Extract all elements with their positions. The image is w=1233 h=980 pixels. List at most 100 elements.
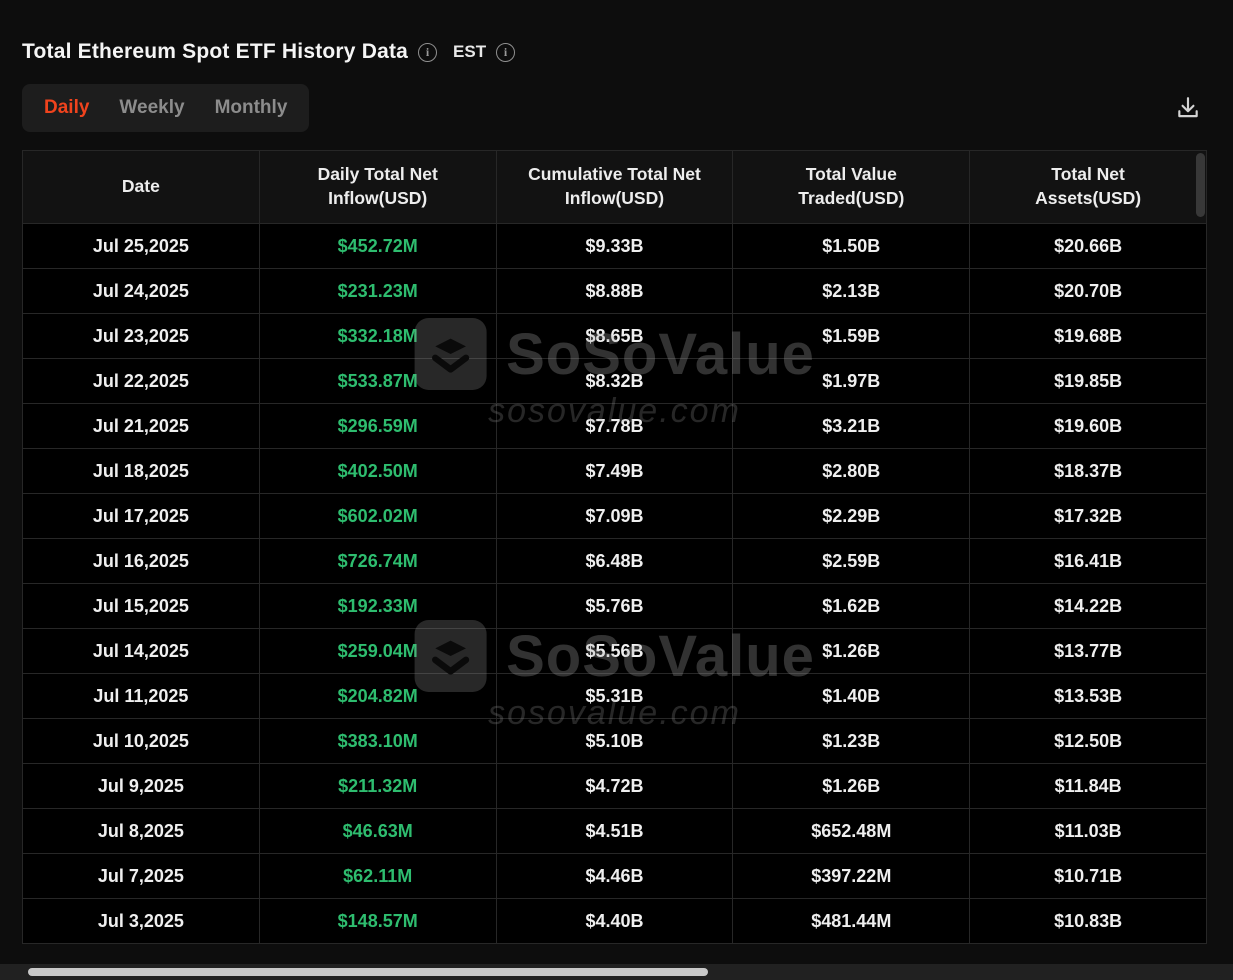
date-cell: Jul 7,2025	[22, 853, 260, 899]
daily-inflow-cell: $602.02M	[258, 493, 497, 539]
daily-inflow-cell: $402.50M	[258, 448, 497, 494]
cumulative-inflow-cell: $9.33B	[495, 223, 734, 269]
value-traded-cell: $1.26B	[732, 628, 971, 674]
date-cell: Jul 17,2025	[22, 493, 260, 539]
cumulative-inflow-cell: $5.56B	[495, 628, 734, 674]
table-row: Jul 25,2025 $452.72M $9.33B $1.50B $20.66B	[22, 223, 1207, 269]
net-assets-cell: $10.71B	[969, 853, 1207, 899]
tab-weekly[interactable]: Weekly	[119, 97, 185, 118]
cumulative-inflow-cell: $4.46B	[495, 853, 734, 899]
net-assets-cell: $11.03B	[969, 808, 1207, 854]
value-traded-cell: $1.40B	[732, 673, 971, 719]
history-table-wrap: Date Daily Total Net Inflow(USD) Cumulat…	[22, 150, 1207, 944]
table-row: Jul 3,2025 $148.57M $4.40B $481.44M $10.83B	[22, 898, 1207, 944]
net-assets-cell: $20.70B	[969, 268, 1207, 314]
date-cell: Jul 3,2025	[22, 898, 260, 944]
download-icon	[1175, 95, 1201, 121]
value-traded-cell: $1.26B	[732, 763, 971, 809]
download-button[interactable]	[1171, 91, 1205, 125]
daily-inflow-cell: $726.74M	[258, 538, 497, 584]
net-assets-cell: $19.85B	[969, 358, 1207, 404]
value-traded-cell: $1.62B	[732, 583, 971, 629]
value-traded-cell: $2.29B	[732, 493, 971, 539]
daily-inflow-cell: $383.10M	[258, 718, 497, 764]
table-row: Jul 7,2025 $62.11M $4.46B $397.22M $10.71B	[22, 853, 1207, 899]
daily-inflow-cell: $259.04M	[258, 628, 497, 674]
cumulative-inflow-cell: $5.76B	[495, 583, 734, 629]
table-row: Jul 16,2025 $726.74M $6.48B $2.59B $16.41B	[22, 538, 1207, 584]
horizontal-scrollbar-thumb[interactable]	[28, 968, 708, 976]
value-traded-cell: $2.13B	[732, 268, 971, 314]
table-row: Jul 21,2025 $296.59M $7.78B $3.21B $19.60B	[22, 403, 1207, 449]
table-row: Jul 15,2025 $192.33M $5.76B $1.62B $14.22B	[22, 583, 1207, 629]
daily-inflow-cell: $46.63M	[258, 808, 497, 854]
header-row: Date Daily Total Net Inflow(USD) Cumulat…	[22, 150, 1207, 224]
cumulative-inflow-cell: $5.10B	[495, 718, 734, 764]
table-row: Jul 17,2025 $602.02M $7.09B $2.29B $17.32B	[22, 493, 1207, 539]
col-header-value-traded: Total Value Traded(USD)	[732, 150, 971, 224]
net-assets-cell: $16.41B	[969, 538, 1207, 584]
tab-daily[interactable]: Daily	[44, 97, 90, 118]
table-row: Jul 8,2025 $46.63M $4.51B $652.48M $11.03B	[22, 808, 1207, 854]
value-traded-cell: $2.59B	[732, 538, 971, 584]
col-header-net-assets: Total Net Assets(USD)	[969, 150, 1207, 224]
daily-inflow-cell: $148.57M	[258, 898, 497, 944]
page-title: Total Ethereum Spot ETF History Data	[22, 40, 409, 63]
date-cell: Jul 22,2025	[22, 358, 260, 404]
tab-monthly[interactable]: Monthly	[214, 97, 288, 118]
value-traded-cell: $3.21B	[732, 403, 971, 449]
date-cell: Jul 11,2025	[22, 673, 260, 719]
value-traded-cell: $652.48M	[732, 808, 971, 854]
table-row: Jul 14,2025 $259.04M $5.56B $1.26B $13.77B	[22, 628, 1207, 674]
date-cell: Jul 9,2025	[22, 763, 260, 809]
net-assets-cell: $19.60B	[969, 403, 1207, 449]
value-traded-cell: $481.44M	[732, 898, 971, 944]
title-info-icon[interactable]: i	[418, 42, 438, 62]
table-row: Jul 23,2025 $332.18M $8.65B $1.59B $19.68B	[22, 313, 1207, 359]
cumulative-inflow-cell: $4.72B	[495, 763, 734, 809]
value-traded-cell: $2.80B	[732, 448, 971, 494]
col-header-cumulative-inflow: Cumulative Total Net Inflow(USD)	[495, 150, 734, 224]
daily-inflow-cell: $231.23M	[258, 268, 497, 314]
net-assets-cell: $13.77B	[969, 628, 1207, 674]
cumulative-inflow-cell: $8.32B	[495, 358, 734, 404]
period-tabs: Daily Weekly Monthly	[22, 84, 310, 132]
value-traded-cell: $1.50B	[732, 223, 971, 269]
value-traded-cell: $1.97B	[732, 358, 971, 404]
net-assets-cell: $19.68B	[969, 313, 1207, 359]
cumulative-inflow-cell: $6.48B	[495, 538, 734, 584]
net-assets-cell: $18.37B	[969, 448, 1207, 494]
col-header-daily-inflow: Daily Total Net Inflow(USD)	[258, 150, 497, 224]
date-cell: Jul 23,2025	[22, 313, 260, 359]
history-table: Date Daily Total Net Inflow(USD) Cumulat…	[22, 150, 1207, 944]
daily-inflow-cell: $332.18M	[258, 313, 497, 359]
toolbar: Daily Weekly Monthly	[22, 84, 1207, 132]
date-cell: Jul 14,2025	[22, 628, 260, 674]
date-cell: Jul 25,2025	[22, 223, 260, 269]
table-row: Jul 10,2025 $383.10M $5.10B $1.23B $12.50B	[22, 718, 1207, 764]
value-traded-cell: $1.59B	[732, 313, 971, 359]
date-cell: Jul 10,2025	[22, 718, 260, 764]
daily-inflow-cell: $296.59M	[258, 403, 497, 449]
horizontal-scrollbar-track[interactable]	[0, 964, 1233, 980]
daily-inflow-cell: $192.33M	[258, 583, 497, 629]
net-assets-cell: $14.22B	[969, 583, 1207, 629]
cumulative-inflow-cell: $7.09B	[495, 493, 734, 539]
table-row: Jul 18,2025 $402.50M $7.49B $2.80B $18.37B	[22, 448, 1207, 494]
cumulative-inflow-cell: $8.65B	[495, 313, 734, 359]
date-cell: Jul 15,2025	[22, 583, 260, 629]
daily-inflow-cell: $211.32M	[258, 763, 497, 809]
date-cell: Jul 18,2025	[22, 448, 260, 494]
table-row: Jul 24,2025 $231.23M $8.88B $2.13B $20.70B	[22, 268, 1207, 314]
cumulative-inflow-cell: $7.49B	[495, 448, 734, 494]
date-cell: Jul 8,2025	[22, 808, 260, 854]
timezone-info-icon[interactable]: i	[496, 42, 516, 62]
col-header-date: Date	[22, 150, 260, 224]
net-assets-cell: $12.50B	[969, 718, 1207, 764]
cumulative-inflow-cell: $7.78B	[495, 403, 734, 449]
net-assets-cell: $11.84B	[969, 763, 1207, 809]
vertical-scrollbar-thumb[interactable]	[1196, 153, 1205, 217]
net-assets-cell: $20.66B	[969, 223, 1207, 269]
date-cell: Jul 16,2025	[22, 538, 260, 584]
